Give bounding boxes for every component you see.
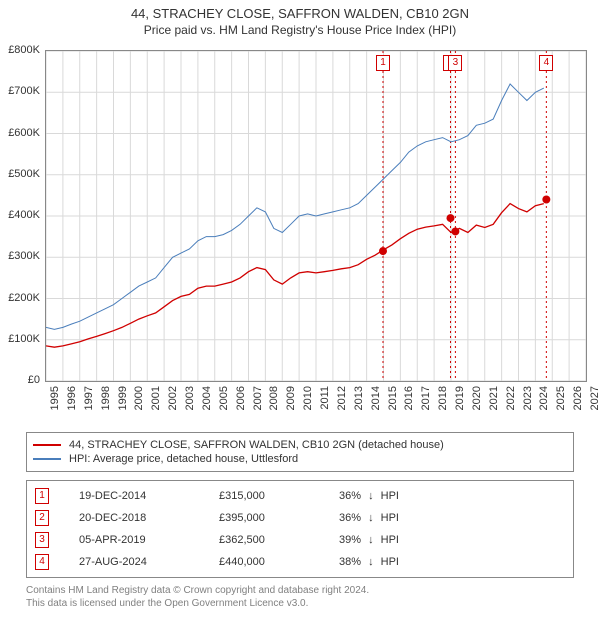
x-tick-label: 2015 (387, 386, 399, 414)
x-tick-label: 2003 (184, 386, 196, 414)
series-hpi (46, 84, 544, 329)
x-tick-label: 2016 (403, 386, 415, 414)
sale-price: £395,000 (219, 512, 339, 524)
plot-area: 1234 (45, 50, 587, 382)
x-tick-label: 2021 (488, 386, 500, 414)
sale-dot (542, 196, 550, 204)
x-tick-label: 2024 (538, 386, 550, 414)
chart-svg (46, 51, 586, 381)
chart-container: 44, STRACHEY CLOSE, SAFFRON WALDEN, CB10… (0, 0, 600, 620)
sale-diff: 36% ↓ HPI (339, 490, 399, 502)
y-tick-label: £300K (0, 250, 40, 262)
x-tick-label: 2018 (437, 386, 449, 414)
x-tick-label: 2004 (201, 386, 213, 414)
sale-diff: 36% ↓ HPI (339, 512, 399, 524)
sale-marker-icon: 1 (35, 488, 49, 504)
sale-date: 19-DEC-2014 (79, 490, 219, 502)
footer: Contains HM Land Registry data © Crown c… (26, 584, 369, 610)
y-tick-label: £600K (0, 127, 40, 139)
x-tick-label: 2012 (336, 386, 348, 414)
down-arrow-icon: ↓ (368, 534, 374, 546)
footer-line-1: Contains HM Land Registry data © Crown c… (26, 584, 369, 597)
titles: 44, STRACHEY CLOSE, SAFFRON WALDEN, CB10… (0, 0, 600, 37)
sale-date: 05-APR-2019 (79, 534, 219, 546)
down-arrow-icon: ↓ (368, 512, 374, 524)
x-tick-label: 2027 (589, 386, 600, 414)
series-property (46, 204, 544, 348)
legend-swatch-property (33, 444, 61, 446)
x-tick-label: 2000 (133, 386, 145, 414)
table-row: 1 19-DEC-2014 £315,000 36% ↓ HPI (27, 485, 573, 507)
x-tick-label: 1997 (83, 386, 95, 414)
sale-dot (451, 227, 459, 235)
x-tick-label: 2009 (285, 386, 297, 414)
x-tick-label: 2025 (555, 386, 567, 414)
sale-dot (379, 247, 387, 255)
x-tick-label: 2010 (302, 386, 314, 414)
x-tick-label: 2005 (218, 386, 230, 414)
sales-table: 1 19-DEC-2014 £315,000 36% ↓ HPI 2 20-DE… (26, 480, 574, 578)
x-tick-label: 2017 (420, 386, 432, 414)
x-tick-label: 2011 (319, 386, 331, 414)
sale-marker-icon: 4 (35, 554, 49, 570)
x-tick-label: 2002 (167, 386, 179, 414)
sale-price: £440,000 (219, 556, 339, 568)
down-arrow-icon: ↓ (368, 490, 374, 502)
sale-dot (446, 214, 454, 222)
sale-marker-icon: 3 (35, 532, 49, 548)
x-tick-label: 2026 (572, 386, 584, 414)
x-tick-label: 2014 (370, 386, 382, 414)
sale-date: 27-AUG-2024 (79, 556, 219, 568)
sale-marker-flag: 4 (539, 55, 553, 71)
legend-row-hpi: HPI: Average price, detached house, Uttl… (33, 453, 567, 465)
x-tick-label: 2001 (150, 386, 162, 414)
x-tick-label: 2007 (252, 386, 264, 414)
table-row: 2 20-DEC-2018 £395,000 36% ↓ HPI (27, 507, 573, 529)
down-arrow-icon: ↓ (368, 556, 374, 568)
x-tick-label: 2019 (454, 386, 466, 414)
sale-date: 20-DEC-2018 (79, 512, 219, 524)
x-tick-label: 1996 (66, 386, 78, 414)
sale-price: £362,500 (219, 534, 339, 546)
x-tick-label: 2020 (471, 386, 483, 414)
y-tick-label: £200K (0, 292, 40, 304)
y-tick-label: £500K (0, 168, 40, 180)
legend: 44, STRACHEY CLOSE, SAFFRON WALDEN, CB10… (26, 432, 574, 472)
sale-marker-flag: 3 (448, 55, 462, 71)
x-tick-label: 1995 (49, 386, 61, 414)
legend-row-property: 44, STRACHEY CLOSE, SAFFRON WALDEN, CB10… (33, 439, 567, 451)
y-tick-label: £400K (0, 209, 40, 221)
x-tick-label: 1998 (100, 386, 112, 414)
sale-diff: 39% ↓ HPI (339, 534, 399, 546)
table-row: 4 27-AUG-2024 £440,000 38% ↓ HPI (27, 551, 573, 573)
y-tick-label: £100K (0, 333, 40, 345)
x-tick-label: 1999 (117, 386, 129, 414)
title-line-1: 44, STRACHEY CLOSE, SAFFRON WALDEN, CB10… (0, 6, 600, 21)
legend-label-hpi: HPI: Average price, detached house, Uttl… (69, 453, 298, 465)
sale-marker-icon: 2 (35, 510, 49, 526)
y-tick-label: £0 (0, 374, 40, 386)
sale-diff: 38% ↓ HPI (339, 556, 399, 568)
legend-label-property: 44, STRACHEY CLOSE, SAFFRON WALDEN, CB10… (69, 439, 444, 451)
table-row: 3 05-APR-2019 £362,500 39% ↓ HPI (27, 529, 573, 551)
y-tick-label: £800K (0, 44, 40, 56)
title-line-2: Price paid vs. HM Land Registry's House … (0, 23, 600, 37)
sale-marker-flag: 1 (376, 55, 390, 71)
footer-line-2: This data is licensed under the Open Gov… (26, 597, 369, 610)
y-tick-label: £700K (0, 85, 40, 97)
x-tick-label: 2023 (522, 386, 534, 414)
legend-swatch-hpi (33, 458, 61, 460)
sale-price: £315,000 (219, 490, 339, 502)
x-tick-label: 2013 (353, 386, 365, 414)
x-tick-label: 2006 (235, 386, 247, 414)
x-tick-label: 2022 (505, 386, 517, 414)
x-tick-label: 2008 (268, 386, 280, 414)
